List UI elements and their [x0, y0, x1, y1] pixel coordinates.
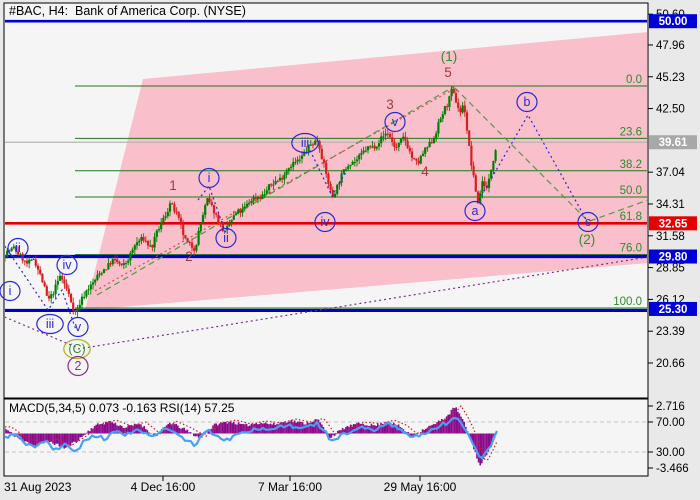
- label: c: [585, 215, 591, 229]
- wave-forecast-path[interactable]: [307, 145, 347, 198]
- label: -3.466: [656, 463, 689, 475]
- label: iv: [320, 215, 330, 229]
- price-badge: [649, 135, 697, 150]
- label: 28.85: [656, 263, 685, 275]
- price-badge: [649, 216, 697, 231]
- price-badge: [649, 14, 697, 29]
- label: 50.0: [620, 185, 642, 197]
- label: (C): [68, 342, 85, 356]
- indicator-label: MACD(5,34,5) 0.073 -0.163 RSI(14) 57.25: [9, 401, 235, 415]
- label: 3: [386, 97, 394, 112]
- label: iv: [62, 258, 72, 272]
- label: 37.04: [656, 167, 685, 179]
- label: 47.96: [656, 40, 685, 52]
- wave-label-circle: [198, 167, 220, 189]
- label: v: [392, 115, 399, 129]
- label: 31.58: [656, 231, 685, 243]
- label: a: [472, 204, 479, 218]
- label: 0.0: [626, 74, 642, 86]
- price-badge: [649, 301, 697, 316]
- label: 20.66: [656, 358, 685, 370]
- label: 70.00: [656, 417, 685, 429]
- trend-line[interactable]: [589, 199, 648, 222]
- rsi-line: [5, 416, 498, 460]
- wave-label-circle: [464, 200, 486, 222]
- label: 5: [444, 65, 452, 80]
- wave-forecast-path[interactable]: [478, 113, 589, 224]
- label: iii: [46, 317, 54, 331]
- label: 2: [75, 359, 82, 373]
- trend-line[interactable]: [96, 86, 454, 296]
- chart-title: #BAC, H4: Bank of America Corp. (NYSE): [9, 4, 246, 18]
- label: i: [9, 284, 12, 298]
- wave-label-circle: [36, 313, 64, 335]
- wave-label-circle: [63, 338, 91, 360]
- label: 23.39: [656, 326, 685, 338]
- indicator-panel[interactable]: [3, 398, 649, 477]
- label: 39.61: [659, 137, 688, 149]
- trend-line[interactable]: [0, 315, 79, 349]
- label: 45.23: [656, 72, 685, 84]
- wave-label-circle: [56, 254, 78, 276]
- label: 76.0: [620, 243, 642, 255]
- label: iii: [301, 136, 309, 150]
- label: 50.00: [659, 16, 688, 28]
- label: v: [75, 320, 82, 334]
- label: 2.716: [656, 401, 685, 413]
- label: 25.30: [659, 304, 688, 316]
- label: 61.8: [620, 211, 642, 223]
- wave-label-circle: [67, 316, 89, 338]
- label: i: [208, 171, 211, 185]
- label: 100.0: [613, 296, 642, 308]
- wave-label-circle: [0, 280, 21, 302]
- label: 32.65: [659, 218, 688, 230]
- label: 34.31: [656, 199, 685, 211]
- label: 4 Dec 16:00: [131, 480, 196, 494]
- label: 2: [185, 249, 193, 264]
- label: 42.50: [656, 104, 685, 116]
- price-badge: [649, 249, 697, 264]
- label: 29.80: [659, 252, 688, 264]
- wave-label-circle: [291, 132, 319, 154]
- oscillator-axis[interactable]: 2.716 70.00 30.00 -3.466: [648, 401, 689, 475]
- trend-line[interactable]: [454, 87, 587, 220]
- label: (2): [579, 232, 596, 247]
- label: 1: [169, 178, 177, 193]
- label: (1): [441, 49, 458, 64]
- wave-label-circle: [577, 211, 599, 233]
- label: b: [524, 95, 531, 109]
- price-chart-layer: 0.0 23.6 38.2 50.0 61.8 76.0 100.0: [0, 19, 648, 350]
- wave-label-circle: [67, 355, 89, 377]
- label: 4: [421, 164, 429, 179]
- wave-label-circle: [384, 111, 406, 133]
- time-axis[interactable]: 31 Aug 2023 4 Dec 16:00 7 Mar 16:00 29 May …: [4, 476, 457, 494]
- label: ii: [223, 231, 229, 245]
- trend-line[interactable]: [77, 256, 648, 350]
- price-axis[interactable]: 50.6047.9645.2342.5037.0434.3131.5828.85…: [648, 9, 697, 370]
- label: 30.00: [656, 447, 685, 459]
- wave-label-circle: [215, 227, 237, 249]
- wave-label-circle: [516, 91, 538, 113]
- wave-forecast-path[interactable]: [197, 184, 227, 235]
- wave-label-circle: [314, 211, 336, 233]
- wave-forecast-path[interactable]: [2, 242, 77, 331]
- macd-signal-line: [5, 404, 498, 461]
- oscillator-layer: [5, 404, 647, 466]
- label: 7 Mar 16:00: [258, 480, 322, 494]
- label: ii: [15, 241, 21, 255]
- wave-label-circle: [7, 237, 29, 259]
- label: 29 May 16:00: [384, 480, 457, 494]
- label: 31 Aug 2023: [4, 480, 72, 494]
- label: 38.2: [620, 159, 642, 171]
- candlesticks: [5, 86, 497, 317]
- label: 23.6: [620, 126, 642, 138]
